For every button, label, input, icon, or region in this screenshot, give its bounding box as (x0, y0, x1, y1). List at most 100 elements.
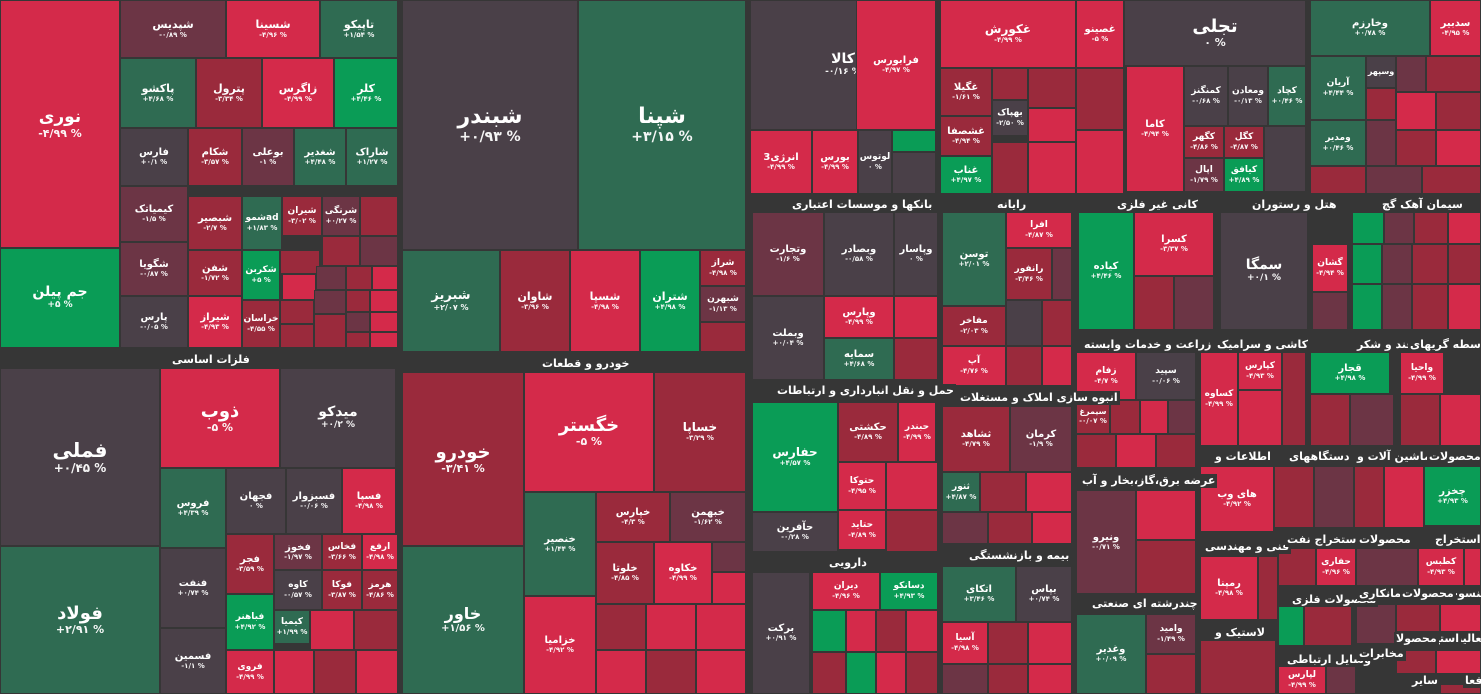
stock-tile[interactable]: کپارس -۴/۹۳ % (1238, 352, 1282, 390)
treemap-tile-unlabeled[interactable] (812, 652, 846, 694)
stock-tile[interactable]: شبریز +۲/۰۷ % (402, 250, 500, 352)
treemap-tile-unlabeled[interactable] (1412, 244, 1448, 284)
treemap-tile-unlabeled[interactable] (696, 650, 746, 694)
stock-tile[interactable]: کمنگنز -۰/۶۸ % (1184, 66, 1228, 126)
stock-tile[interactable]: فسبزوار -۰/۰۶ % (286, 468, 342, 534)
stock-tile[interactable]: میدکو +۰/۲ % (280, 368, 396, 468)
treemap-tile-unlabeled[interactable] (1258, 556, 1278, 620)
stock-tile[interactable]: آسیا -۴/۹۸ % (942, 622, 988, 664)
stock-tile[interactable]: دیران -۴/۹۶ % (812, 572, 880, 610)
treemap-tile-unlabeled[interactable] (1076, 68, 1124, 130)
stock-tile[interactable]: فولاد +۲/۹۱ % (0, 546, 160, 694)
stock-tile[interactable]: سمگا +۰/۱ % (1220, 212, 1308, 330)
stock-tile[interactable]: خگستر -۵ % (524, 372, 654, 492)
stock-tile[interactable]: شکربن +۵ % (242, 250, 280, 300)
stock-tile[interactable]: پارس -۰/۰۵ % (120, 296, 188, 348)
stock-tile[interactable]: غگیلا -۱/۶۱ % (940, 68, 992, 116)
stock-tile[interactable] (892, 130, 936, 152)
stock-tile[interactable]: ارفع -۴/۹۸ % (362, 534, 398, 570)
treemap-tile-unlabeled[interactable] (1366, 88, 1396, 120)
treemap-tile-unlabeled[interactable] (1282, 352, 1306, 446)
stock-tile[interactable]: خنصیر +۱/۴۴ % (524, 492, 596, 596)
treemap-tile-unlabeled[interactable] (1384, 212, 1414, 244)
treemap-tile-unlabeled[interactable] (812, 610, 846, 652)
treemap-tile-unlabeled[interactable] (372, 266, 398, 290)
treemap-tile-unlabeled[interactable] (1134, 276, 1174, 330)
treemap-tile-unlabeled[interactable] (1436, 92, 1481, 130)
treemap-tile-unlabeled[interactable] (1326, 666, 1356, 694)
stock-tile[interactable]: غکورش -۴/۹۹ % (940, 0, 1076, 68)
stock-tile[interactable]: وخارزم +۰/۷۸ % (1310, 0, 1430, 56)
treemap-tile-unlabeled[interactable] (1412, 284, 1448, 330)
treemap-tile-unlabeled[interactable] (1314, 466, 1354, 528)
stock-tile[interactable]: شیران -۳/۰۲ % (282, 196, 322, 236)
treemap-tile-unlabeled[interactable] (370, 312, 398, 332)
stock-tile[interactable]: وتجارت -۱/۶ % (752, 212, 824, 296)
treemap-tile-unlabeled[interactable] (1278, 548, 1316, 586)
stock-tile[interactable]: کسرا -۳/۳۷ % (1134, 212, 1214, 276)
stock-tile[interactable]: بپاس +۰/۷۴ % (1016, 566, 1072, 622)
stock-tile[interactable]: ومدیر +۰/۴۶ % (1310, 120, 1366, 166)
stock-tile[interactable]: انرژی3 -۴/۹۹ % (750, 130, 812, 194)
stock-tile[interactable]: غصینو -۵ % (1076, 0, 1124, 68)
stock-tile[interactable]: بوعلی -۱ % (242, 128, 294, 186)
stock-tile[interactable]: خودرو -۳/۴۱ % (402, 372, 524, 546)
treemap-tile-unlabeled[interactable] (1352, 212, 1384, 244)
treemap-tile-unlabeled[interactable] (906, 610, 938, 652)
stock-tile[interactable]: مفاخر -۲/۰۳ % (942, 306, 1006, 346)
stock-tile[interactable]: کیمیا +۱/۹۹ % (274, 610, 310, 644)
treemap-tile-unlabeled[interactable] (280, 300, 314, 324)
treemap-tile-unlabeled[interactable] (876, 652, 906, 694)
treemap-tile-unlabeled[interactable] (1352, 284, 1382, 330)
treemap-tile-unlabeled[interactable] (1028, 142, 1076, 194)
treemap-tile-unlabeled[interactable] (280, 324, 314, 348)
stock-tile[interactable]: کساوه -۴/۹۹ % (1200, 352, 1238, 446)
treemap-tile-unlabeled[interactable] (360, 236, 398, 266)
treemap-tile-unlabeled[interactable] (1312, 292, 1348, 330)
treemap-tile-unlabeled[interactable] (1110, 400, 1140, 434)
treemap-tile-unlabeled[interactable] (1042, 300, 1072, 346)
stock-tile[interactable]: اتکای +۳/۴۶ % (942, 566, 1016, 622)
stock-tile[interactable]: کلر +۴/۴۶ % (334, 58, 398, 128)
stock-tile[interactable]: توسن +۲/۰۱ % (942, 212, 1006, 306)
stock-tile[interactable]: خاور +۱/۵۶ % (402, 546, 524, 694)
treemap-tile-unlabeled[interactable] (354, 610, 398, 650)
stock-tile[interactable]: حتوکا -۴/۹۵ % (838, 462, 886, 510)
stock-tile[interactable]: قجار +۴/۹۸ % (1310, 352, 1390, 394)
treemap-tile-unlabeled[interactable] (846, 652, 876, 694)
stock-tile[interactable]: فباهنر +۴/۹۲ % (226, 594, 274, 650)
treemap-tile-unlabeled[interactable] (1200, 640, 1276, 694)
stock-tile[interactable]: برکت +۰/۹۱ % (752, 572, 810, 694)
stock-tile[interactable]: واحیا -۴/۹۹ % (1400, 352, 1444, 394)
treemap-tile-unlabeled[interactable] (712, 572, 746, 604)
stock-tile[interactable]: شبصیر -۲/۷ % (188, 196, 242, 250)
stock-tile[interactable]: وپاسار ۰ % (894, 212, 938, 296)
stock-tile[interactable]: ثنور +۴/۸۷ % (942, 472, 980, 512)
treemap-tile-unlabeled[interactable] (942, 664, 988, 694)
treemap-tile-unlabeled[interactable] (1448, 212, 1481, 244)
treemap-tile-unlabeled[interactable] (1382, 244, 1412, 284)
treemap-tile-unlabeled[interactable] (886, 462, 938, 510)
stock-tile[interactable]: رانفور -۳/۴۶ % (1006, 248, 1052, 300)
stock-tile[interactable]: نوری -۴/۹۹ % (0, 0, 120, 248)
treemap-tile-unlabeled[interactable] (596, 650, 646, 694)
stock-tile[interactable]: تاپیکو +۱/۵۴ % (320, 0, 398, 58)
stock-tile[interactable]: شپدیس -۰/۸۹ % (120, 0, 226, 58)
treemap-tile-unlabeled[interactable] (314, 314, 346, 348)
treemap-tile-unlabeled[interactable] (696, 604, 746, 650)
treemap-tile-unlabeled[interactable] (700, 322, 746, 352)
stock-tile[interactable]: خبهمن -۱/۶۲ % (670, 492, 746, 542)
stock-tile[interactable]: فوکا -۳/۸۷ % (322, 570, 362, 610)
treemap-tile-unlabeled[interactable] (1352, 244, 1382, 284)
treemap-tile-unlabeled[interactable] (876, 610, 906, 652)
treemap-tile-unlabeled[interactable] (1400, 394, 1440, 446)
treemap-tile-unlabeled[interactable] (894, 296, 938, 338)
stock-tile[interactable]: هرمز -۴/۸۶ % (362, 570, 398, 610)
stock-tile[interactable]: آپ -۴/۷۶ % (942, 346, 1006, 386)
stock-tile[interactable]: خکاوه -۴/۹۹ % (654, 542, 712, 604)
stock-tile[interactable]: حتاید -۴/۸۹ % (838, 510, 886, 550)
stock-tile[interactable]: فخوز -۱/۹۷ % (274, 534, 322, 570)
stock-tile[interactable]: کاوه -۰/۵۷ % (274, 570, 322, 610)
treemap-tile-unlabeled[interactable] (1464, 548, 1481, 586)
treemap-tile-unlabeled[interactable] (1028, 68, 1076, 108)
